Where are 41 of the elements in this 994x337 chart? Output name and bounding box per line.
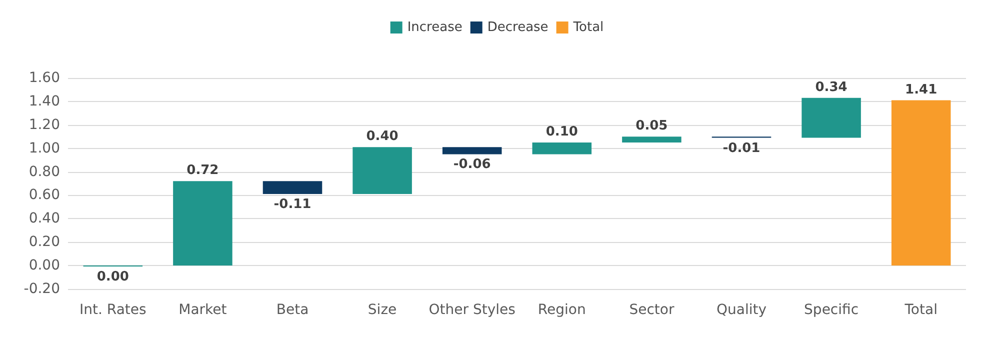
y-tick-label: 1.60: [28, 70, 60, 86]
y-tick-label: 1.20: [28, 116, 60, 133]
data-label: 0.72: [186, 163, 219, 178]
y-tick-label: 0.20: [28, 234, 60, 250]
y-tick-label: -0.20: [24, 281, 60, 297]
x-tick-label: Market: [178, 302, 228, 318]
data-label: -0.06: [453, 157, 491, 172]
y-tick-label: 0.40: [28, 210, 60, 227]
bar: [622, 136, 682, 142]
bar: [173, 181, 232, 266]
x-tick-label: Total: [904, 302, 938, 318]
y-tick-label: 1.40: [28, 93, 60, 110]
y-tick-label: 1.00: [28, 140, 60, 156]
bar: [352, 147, 412, 194]
legend-label: Total: [572, 20, 604, 35]
bar: [442, 147, 502, 154]
y-tick-label: 0.00: [28, 258, 60, 274]
bar: [802, 98, 861, 138]
y-tick-label: 0.80: [28, 164, 60, 180]
x-tick-label: Size: [368, 302, 397, 318]
legend-label: Increase: [407, 20, 462, 35]
x-tick-label: Specific: [804, 302, 859, 318]
bar: [262, 181, 322, 194]
data-label: 0.00: [96, 270, 129, 285]
data-label: 0.40: [366, 129, 398, 144]
x-tick-label: Quality: [716, 302, 767, 318]
data-label: -0.01: [722, 140, 760, 156]
y-tick-label: 0.60: [28, 187, 60, 204]
data-label: -0.11: [274, 197, 312, 212]
x-tick-label: Region: [538, 302, 586, 318]
x-tick-label: Beta: [276, 302, 309, 318]
bar: [891, 100, 951, 266]
x-tick-label: Sector: [629, 302, 674, 318]
data-label: 1.41: [905, 82, 938, 98]
data-label: 0.10: [546, 124, 578, 140]
x-tick-label: Other Styles: [428, 302, 516, 318]
data-label: 0.05: [636, 118, 668, 134]
legend-label: Decrease: [487, 20, 548, 35]
data-label: 0.34: [815, 80, 848, 95]
bar: [532, 142, 592, 154]
x-tick-label: Int. Rates: [80, 302, 146, 318]
